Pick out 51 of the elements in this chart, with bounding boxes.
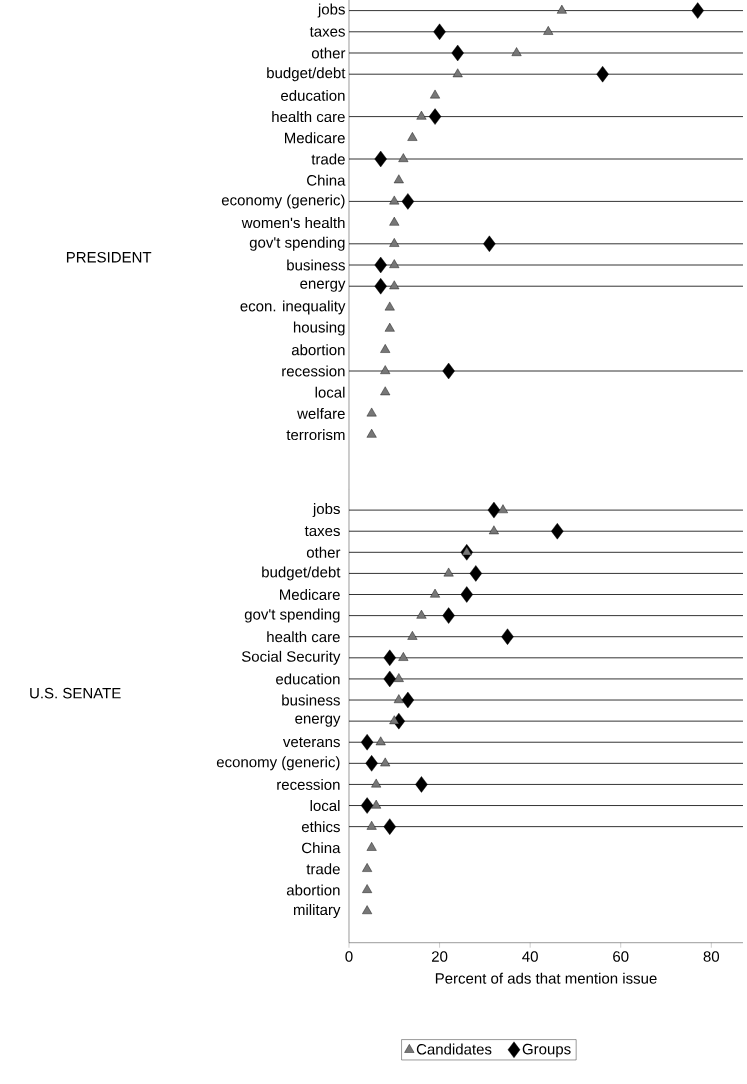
y-tick-label: business	[282, 694, 340, 706]
y-tick-label: abortion	[286, 884, 340, 896]
y-tick-label: economy (generic)	[216, 756, 340, 771]
y-tick-label: energy	[295, 715, 341, 727]
x-tick-label: 80	[703, 951, 720, 962]
y-tick-label: terrorism	[286, 429, 345, 441]
y-tick-label: gov't spending	[244, 608, 340, 623]
y-tick-label: budget/debt	[262, 566, 341, 581]
x-tick-label: 0	[345, 951, 353, 962]
x-tick-label: 60	[613, 951, 629, 962]
legend-label: Groups	[522, 1043, 571, 1058]
y-tick-label: Social Security	[241, 650, 341, 665]
y-tick-label: local	[310, 800, 340, 812]
y-tick-label: veterans	[282, 737, 340, 748]
y-tick-label: China	[302, 842, 341, 854]
y-tick-label: local	[315, 386, 345, 398]
y-tick-label: China	[307, 174, 346, 186]
y-tick-label: health care	[272, 111, 345, 123]
y-tick-label: education	[281, 89, 345, 101]
y-tick-label: trade	[311, 153, 345, 165]
y-tick-label: housing	[293, 321, 345, 336]
y-tick-label: energy	[300, 280, 346, 292]
y-tick-label: health care	[267, 631, 340, 643]
x-axis-title: Percent of ads that mention issue	[435, 972, 657, 984]
y-tick-label: Medicare	[285, 132, 345, 144]
y-tick-label: gov't spending	[249, 236, 345, 251]
y-tick-label: ethics	[301, 821, 340, 833]
y-tick-label: trade	[306, 863, 340, 875]
y-tick-label: women's health	[241, 217, 345, 229]
y-tick-label: abortion	[291, 344, 345, 356]
y-tick-label: business	[287, 259, 345, 271]
y-axis-title: PRESIDENT	[66, 251, 152, 263]
y-tick-label: economy (generic)	[221, 194, 345, 209]
y-axis-title: U.S. SENATE	[30, 687, 121, 699]
y-tick-label: econ. inequality	[240, 300, 346, 315]
y-tick-label: other	[306, 546, 341, 558]
y-tick-label: recession	[277, 778, 340, 790]
y-tick-label: welfare	[297, 407, 345, 419]
y-tick-label: taxes	[309, 26, 345, 37]
x-tick-label: 20	[431, 951, 448, 962]
y-tick-label: education	[276, 673, 340, 685]
y-tick-label: taxes	[304, 526, 340, 537]
y-tick-label: jobs	[317, 3, 345, 18]
y-tick-label: budget/debt	[267, 67, 346, 82]
legend-label: Candidates	[416, 1043, 492, 1055]
y-tick-label: military	[293, 904, 341, 919]
y-tick-label: other	[311, 47, 346, 59]
y-tick-label: jobs	[312, 503, 340, 518]
y-tick-label: Medicare	[280, 589, 340, 601]
x-tick-label: 40	[522, 951, 538, 962]
y-tick-label: recession	[282, 365, 345, 377]
